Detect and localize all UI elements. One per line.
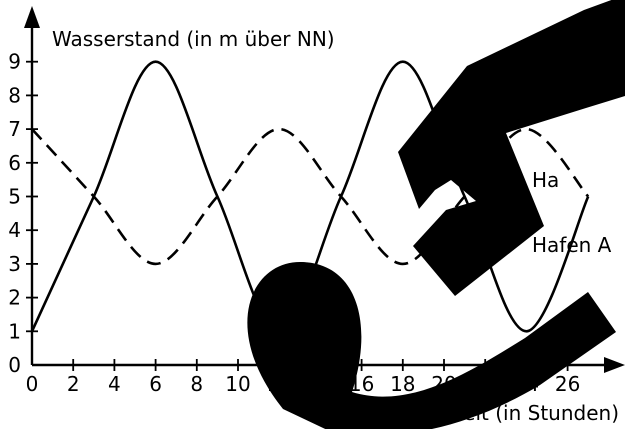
x-tick-label: 8	[190, 372, 203, 396]
x-tick-label: 4	[108, 372, 121, 396]
y-tick-label: 6	[8, 151, 21, 175]
y-tick-label: 1	[8, 319, 21, 343]
y-tick-label: 5	[8, 185, 21, 209]
series-label-hafen-a: Hafen A	[532, 233, 612, 257]
y-tick-label: 2	[8, 286, 21, 310]
x-tick-label: 0	[26, 372, 39, 396]
x-tick-label: 26	[555, 372, 580, 396]
y-tick-label: 8	[8, 83, 21, 107]
y-axis-title: Wasserstand (in m über NN)	[52, 27, 335, 51]
x-tick-label: 6	[149, 372, 162, 396]
y-tick-label: 4	[8, 218, 21, 242]
y-tick-label: 0	[8, 353, 21, 377]
x-tick-label: 18	[390, 372, 415, 396]
y-axis-arrow	[24, 6, 40, 28]
watermark-ra	[247, 0, 625, 429]
x-axis-arrow	[604, 357, 625, 373]
x-tick-label: 10	[225, 372, 250, 396]
x-tick-label: 2	[67, 372, 80, 396]
y-tick-label: 7	[8, 117, 21, 141]
series-label-hafen-b: Ha	[532, 168, 559, 192]
y-tick-label: 9	[8, 50, 21, 74]
y-tick-label: 3	[8, 252, 21, 276]
